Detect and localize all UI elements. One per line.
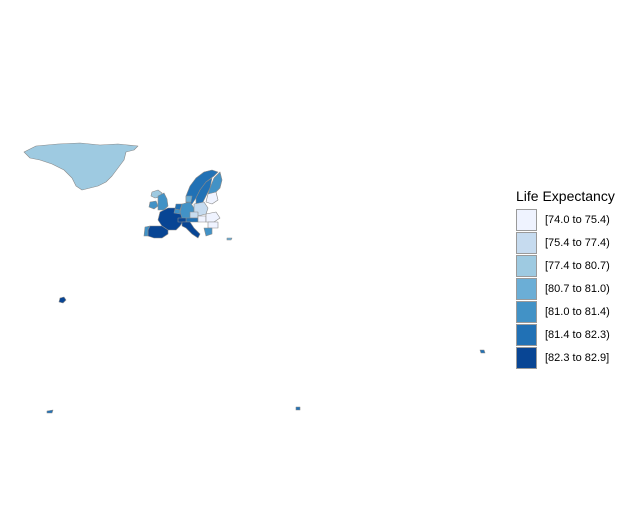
region-switzerland[interactable]: [177, 217, 187, 223]
legend-label: [81.0 to 81.4): [545, 305, 610, 318]
legend-item: [74.0 to 75.4): [516, 208, 619, 231]
legend-label: [74.0 to 75.4): [545, 213, 610, 226]
legend-item: [80.7 to 81.0): [516, 277, 619, 300]
legend-label: [81.4 to 82.3): [545, 328, 610, 341]
legend-items: [74.0 to 75.4) [75.4 to 77.4) [77.4 to 80.…: [516, 208, 619, 369]
legend-item: [82.3 to 82.9]: [516, 346, 619, 369]
legend-title: Life Expectancy: [516, 188, 615, 204]
legend-item: [77.4 to 80.7): [516, 254, 619, 277]
region-united-kingdom[interactable]: [157, 192, 169, 211]
region-greenland[interactable]: [23, 142, 139, 191]
region-belgium[interactable]: [173, 208, 181, 215]
region-reunion[interactable]: [479, 349, 486, 354]
legend-swatch: [516, 208, 537, 231]
legend-swatch: [516, 346, 537, 369]
region-italy[interactable]: [181, 221, 201, 239]
legend-item: [81.4 to 82.3): [516, 323, 619, 346]
region-french-guiana[interactable]: [295, 406, 301, 411]
legend-item: [81.0 to 81.4): [516, 300, 619, 323]
region-czechia[interactable]: [189, 211, 199, 219]
region-austria[interactable]: [185, 217, 199, 223]
region-bulgaria[interactable]: [207, 221, 219, 229]
region-spain[interactable]: [147, 225, 169, 239]
map-legend: Life Expectancy [74.0 to 75.4) [75.4 to 7…: [516, 188, 619, 369]
region-ireland[interactable]: [148, 200, 159, 210]
region-denmark[interactable]: [185, 195, 193, 203]
legend-item: [75.4 to 77.4): [516, 231, 619, 254]
legend-swatch: [516, 254, 537, 277]
region-canary-islands[interactable]: [58, 296, 67, 304]
region-romania[interactable]: [205, 211, 221, 223]
legend-swatch: [516, 300, 537, 323]
legend-label: [82.3 to 82.9]: [545, 351, 610, 364]
region-portugal[interactable]: [143, 225, 151, 237]
legend-swatch: [516, 323, 537, 346]
region-cyprus[interactable]: [226, 237, 233, 241]
region-baltics[interactable]: [205, 191, 219, 205]
legend-swatch: [516, 231, 537, 254]
region-guadeloupe[interactable]: [46, 409, 54, 414]
legend-label: [80.7 to 81.0): [545, 282, 610, 295]
legend-swatch: [516, 277, 537, 300]
region-greece[interactable]: [203, 227, 213, 237]
legend-label: [77.4 to 80.7): [545, 259, 610, 272]
legend-label: [75.4 to 77.4): [545, 236, 610, 249]
region-hungary[interactable]: [197, 215, 207, 223]
